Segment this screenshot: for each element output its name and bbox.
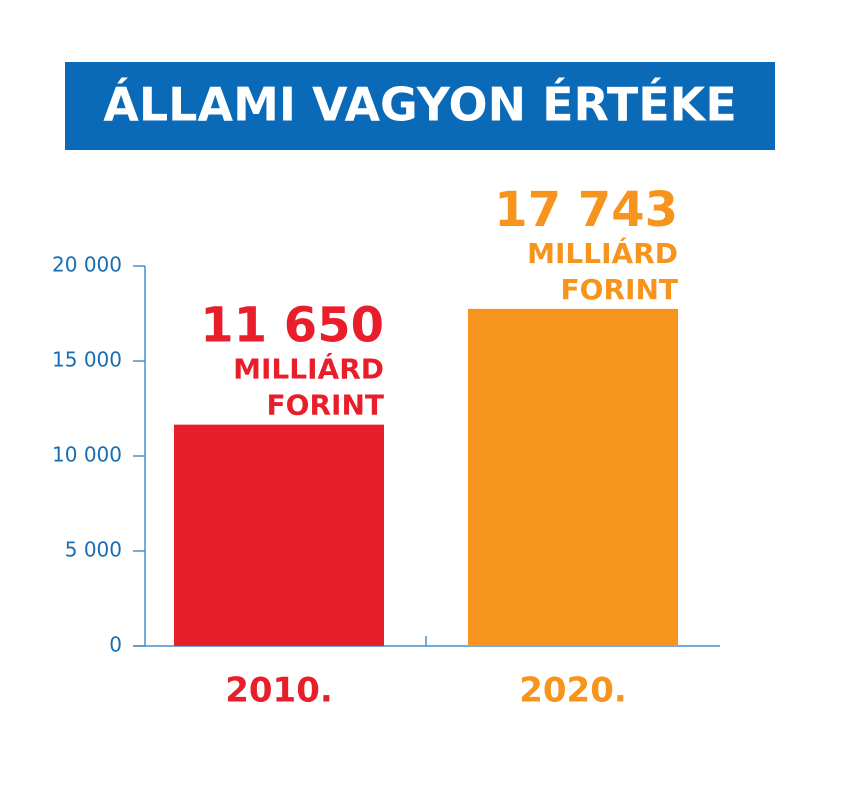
unit-label: MILLIÁRD <box>527 236 678 270</box>
x-tick-label: 2020. <box>519 671 627 711</box>
y-tick-label: 10 000 <box>52 443 122 467</box>
bar <box>468 308 678 646</box>
unit-label: FORINT <box>267 389 384 422</box>
chart-title: ÁLLAMI VAGYON ÉRTÉKE <box>103 78 737 132</box>
y-tick-label: 20 000 <box>52 253 122 277</box>
x-tick-label: 2010. <box>225 671 333 711</box>
unit-label: FORINT <box>561 273 678 306</box>
bar <box>174 424 384 646</box>
y-tick-label: 0 <box>109 633 122 657</box>
title-box <box>65 62 775 150</box>
unit-label: MILLIÁRD <box>233 352 384 386</box>
value-label: 17 743 <box>494 182 678 238</box>
y-tick-label: 15 000 <box>52 348 122 372</box>
y-tick-label: 5 000 <box>65 538 122 562</box>
value-label: 11 650 <box>200 298 384 354</box>
